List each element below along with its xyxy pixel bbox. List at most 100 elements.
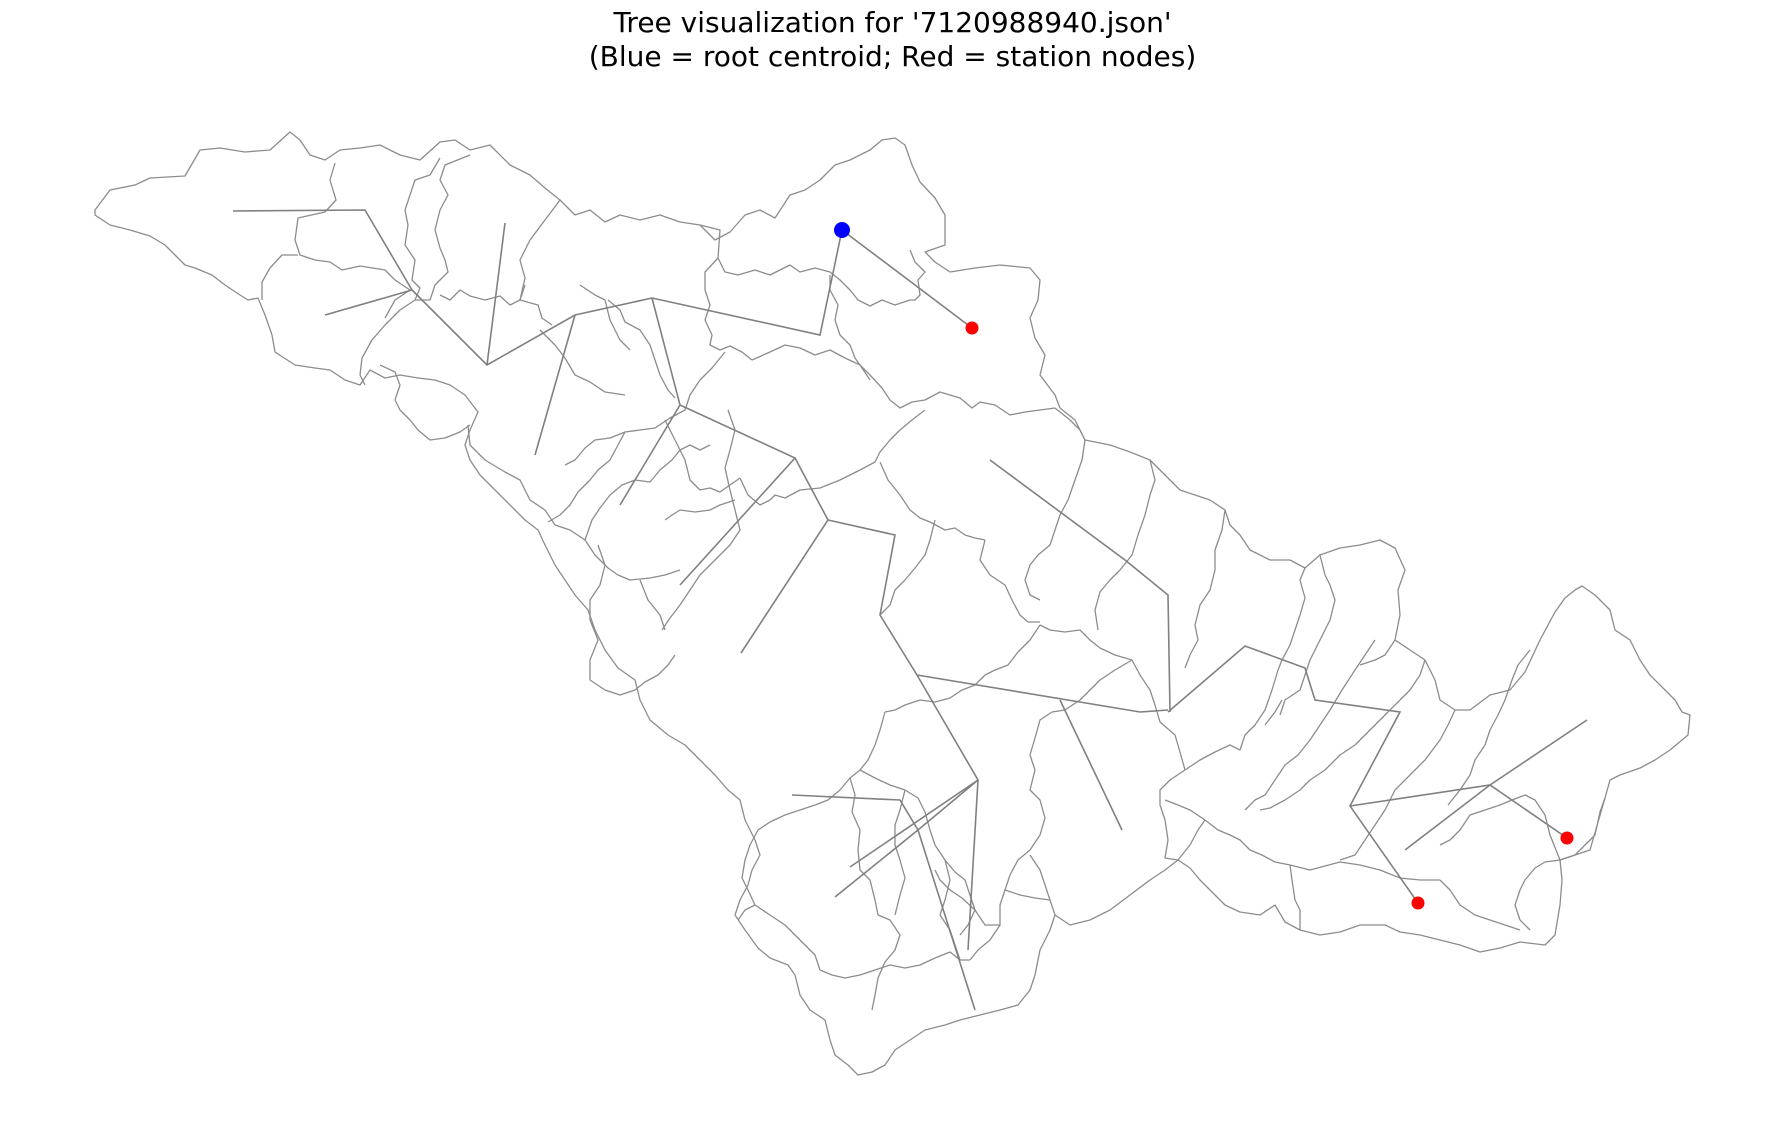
- subbasin-divide: [639, 579, 666, 631]
- subbasin-divide: [607, 299, 676, 399]
- subbasin-divide: [1024, 439, 1086, 601]
- subbasin-divide: [1439, 794, 1561, 861]
- figure-title: Tree visualization for '7120988940.json'…: [0, 6, 1785, 74]
- tree-edge: [1059, 699, 1123, 831]
- subbasin-divide: [539, 329, 626, 396]
- subbasin-divide: [294, 162, 411, 291]
- subbasin-divide: [979, 539, 1040, 623]
- station-node: [1411, 896, 1425, 910]
- tree-edge: [534, 314, 576, 456]
- subbasin-divide: [871, 914, 901, 1011]
- subbasin-divide: [757, 711, 886, 831]
- subbasin-divide: [849, 777, 879, 916]
- tree-edge: [967, 779, 979, 951]
- tree-edge: [1489, 719, 1588, 786]
- subbasin-divide: [1029, 854, 1056, 916]
- tree-edges: [232, 209, 1588, 1011]
- subbasin-divide: [589, 544, 676, 696]
- subbasin-divide: [1094, 459, 1156, 631]
- title-line-2: (Blue = root centroid; Red = station nod…: [588, 40, 1197, 73]
- tree-edge: [679, 404, 797, 586]
- subbasin-divide: [751, 344, 1056, 416]
- subbasin-divide: [664, 499, 736, 521]
- basin-boundary: [94, 131, 1691, 1076]
- tree-edge: [651, 229, 843, 336]
- title-line-1: Tree visualization for '7120988940.json': [613, 6, 1172, 39]
- subbasin-divide: [379, 364, 471, 441]
- tree-edge: [411, 289, 653, 366]
- basin-outlines: [94, 131, 1691, 1076]
- station-node: [965, 321, 979, 335]
- station-node: [1560, 831, 1574, 845]
- subbasin-divide: [1277, 567, 1306, 671]
- subbasin-divide: [1159, 769, 1186, 861]
- subbasin-divide: [584, 539, 681, 581]
- subbasin-divide: [959, 909, 976, 936]
- subbasin-divide: [739, 477, 841, 506]
- subbasin-divide: [664, 419, 741, 493]
- subbasin-divide: [661, 409, 741, 631]
- subbasin-divide: [859, 769, 976, 911]
- subbasin-divide: [934, 869, 1000, 926]
- subbasin-divide: [1289, 864, 1301, 930]
- subbasin-divide: [1439, 879, 1521, 931]
- subbasin-divide: [884, 674, 986, 713]
- subbasin-divide: [699, 224, 926, 307]
- subbasin-divide: [1004, 889, 1051, 901]
- subbasin-divide: [1514, 859, 1561, 931]
- tree-edge: [619, 297, 681, 506]
- subbasin-divide: [737, 904, 756, 921]
- tree-nodes: [834, 222, 1574, 910]
- tree-edge: [827, 519, 980, 868]
- subbasin-divide: [547, 431, 626, 523]
- subbasin-divide: [1184, 509, 1226, 669]
- subbasin-divide: [519, 199, 561, 326]
- subbasin-divide: [839, 409, 926, 481]
- tree-edge: [232, 209, 413, 291]
- tree-edge: [1404, 784, 1491, 851]
- subbasin-divide: [1339, 709, 1456, 861]
- subbasin-divide: [1054, 407, 1086, 441]
- subbasin-divide: [1559, 797, 1606, 861]
- subbasin-divide: [1177, 819, 1206, 861]
- subbasin-divide: [384, 289, 411, 319]
- subbasin-divide: [969, 711, 1053, 961]
- subbasin-divide: [894, 789, 906, 916]
- subbasin-divide: [1164, 799, 1440, 881]
- tree-edge: [916, 674, 1169, 713]
- subbasin-divide: [564, 351, 726, 466]
- tree-edge: [841, 229, 973, 329]
- subbasin-divide: [584, 444, 711, 541]
- subbasin-divide: [1279, 554, 1336, 716]
- subbasin-divide: [579, 284, 631, 351]
- subbasin-divide: [819, 951, 961, 979]
- tree-edge: [486, 222, 506, 366]
- subbasin-divide: [1239, 669, 1279, 751]
- subbasin-divide: [1184, 744, 1241, 771]
- subbasin-divide: [1259, 659, 1426, 811]
- subbasin-divide: [984, 624, 1041, 676]
- subbasin-divide: [1447, 649, 1531, 806]
- tree-edge: [791, 794, 919, 831]
- subbasin-divide: [1359, 639, 1396, 666]
- subbasin-divide: [704, 257, 753, 361]
- subbasin-divide: [1264, 699, 1283, 726]
- root-centroid-node: [834, 222, 850, 238]
- subbasin-divide: [359, 157, 441, 386]
- subbasin-divide: [439, 284, 526, 306]
- subbasin-divide: [879, 461, 986, 541]
- subbasin-divide: [879, 519, 936, 616]
- tree-edge: [1349, 784, 1568, 839]
- subbasin-divide: [1244, 639, 1376, 811]
- subbasin-divide: [415, 154, 471, 301]
- tree-edge: [324, 289, 413, 316]
- subbasin-divide: [467, 424, 586, 541]
- tree-edge: [834, 829, 919, 898]
- tree-edge: [989, 459, 1171, 713]
- subbasin-divide: [741, 829, 759, 906]
- tree-edge: [1167, 645, 1419, 904]
- subbasin-divide: [1039, 624, 1133, 661]
- subbasin-divide: [261, 254, 298, 300]
- subbasin-divide: [1131, 659, 1186, 771]
